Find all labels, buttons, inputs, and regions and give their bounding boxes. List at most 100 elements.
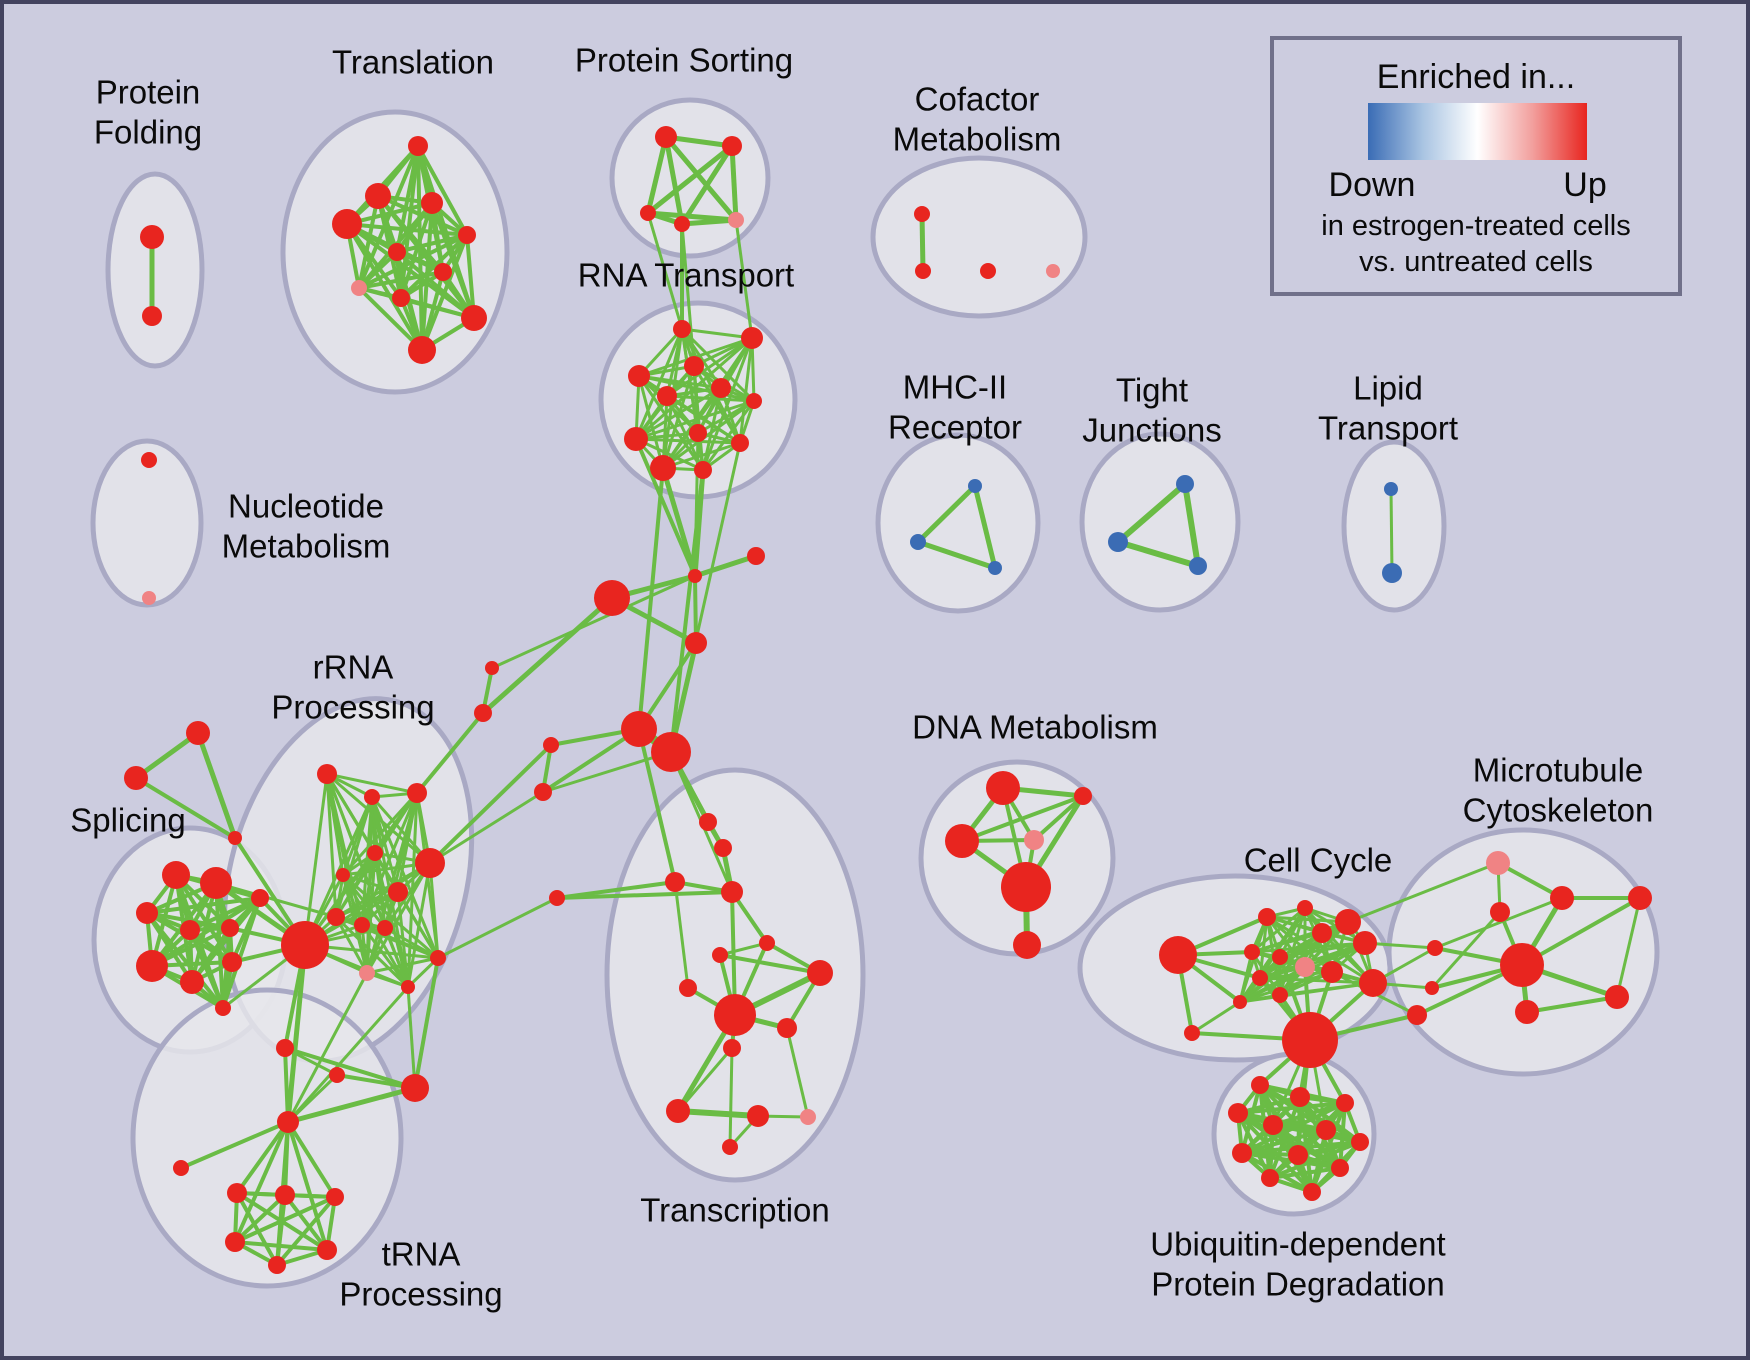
node-d2 [1074, 787, 1092, 805]
node-cm4 [1046, 264, 1060, 278]
edge-tn3-tn8 [235, 1192, 279, 1266]
node-x14 [800, 1109, 816, 1125]
edge-rt11-c5 [637, 467, 665, 730]
edge-rt9-c1 [634, 438, 697, 577]
edge-r4-r12 [365, 852, 377, 974]
node-d3 [945, 824, 979, 858]
node-tn1 [277, 1111, 299, 1133]
node-cc10 [1252, 970, 1268, 986]
node-tn3 [227, 1183, 247, 1203]
edge-r1-r3 [326, 772, 418, 795]
node-x12 [666, 1099, 690, 1123]
cluster-ellipse-cofactor-metabolism [870, 155, 1088, 319]
edge-tj1-tj2 [1116, 481, 1187, 545]
edge-t5-t10 [465, 234, 476, 319]
cluster-ellipse-protein-folding [105, 171, 205, 369]
node-d4 [1024, 830, 1044, 850]
edge-c1-c4 [693, 575, 698, 644]
edge-rt4-rt11 [637, 375, 665, 469]
node-t8 [351, 280, 367, 296]
legend-down-label: Down [1329, 166, 1416, 204]
edge-m2-m3 [917, 539, 996, 571]
edge-c3-cn2 [481, 596, 614, 715]
cluster-ellipse-tight-junctions [1079, 431, 1241, 613]
cluster-label-ubiquitin-degradation: Ubiquitin-dependent [1150, 1226, 1445, 1263]
node-cc15 [1184, 1025, 1200, 1041]
edge-ps1-ps5 [664, 135, 738, 222]
node-rt1 [673, 320, 691, 338]
edge-t3-t10 [430, 202, 476, 319]
edge-t7-t8 [358, 270, 444, 290]
edge-cc9-cc14 [1239, 965, 1306, 1004]
node-r8 [327, 908, 345, 926]
node-tj2 [1108, 532, 1128, 552]
node-t7 [434, 263, 452, 281]
edge-sp3-sp10 [145, 911, 225, 1010]
edge-r15-r17 [284, 1046, 416, 1090]
node-cc11 [1321, 961, 1343, 983]
edge-r6-r12 [365, 862, 432, 974]
node-x1 [699, 813, 717, 831]
cluster-label-microtubule-cytoskeleton: Microtubule [1473, 752, 1644, 789]
edge-t4-t11 [345, 222, 424, 352]
node-rt8 [689, 424, 707, 442]
edge-rt1-rt2 [681, 327, 753, 340]
node-u3 [1336, 1094, 1354, 1112]
node-sp5 [221, 919, 239, 937]
edge-ps1-ps3 [645, 136, 669, 214]
cluster-label-nucleotide-metabolism: Nucleotide [228, 488, 384, 525]
edge-r3-r5 [341, 791, 419, 877]
legend-caption-line2: vs. untreated cells [1359, 246, 1593, 278]
node-x7 [807, 960, 833, 986]
cluster-ellipse-nucleotide-metabolism [90, 438, 204, 608]
edge-cc15-cc14 [1191, 1000, 1241, 1035]
node-sp3 [136, 902, 158, 924]
node-cc12 [1359, 969, 1387, 997]
node-tn2 [173, 1160, 189, 1176]
node-t10 [461, 305, 487, 331]
edge-x5-x6 [719, 941, 768, 957]
cluster-ellipse-lipid-transport [1341, 439, 1447, 613]
edge-mt5-mt10 [1615, 897, 1642, 998]
edge-tn1-tn6 [233, 1121, 290, 1243]
edge-r6-r13 [428, 862, 440, 959]
node-cc4 [1335, 909, 1361, 935]
node-mt7 [1427, 940, 1443, 956]
edge-r7-r13 [396, 891, 440, 959]
legend-up-label: Up [1563, 166, 1606, 204]
edge-r10-r13 [384, 926, 439, 960]
node-cc7 [1244, 944, 1260, 960]
node-mt3 [1490, 902, 1510, 922]
node-cc9 [1295, 957, 1315, 977]
node-x9 [714, 994, 756, 1036]
legend-title: Enriched in... [1377, 58, 1575, 96]
legend-box [1270, 36, 1682, 296]
edge-d2-d3 [961, 794, 1084, 843]
node-x11 [723, 1039, 741, 1057]
edge-t8-t11 [357, 286, 424, 352]
edge-sp6-sp10 [221, 897, 262, 1009]
cluster-label-mhc-ii-receptor: MHC-II [903, 369, 1007, 406]
node-m2 [910, 534, 926, 550]
cluster-ellipse-mhc-ii-receptor [875, 432, 1041, 614]
node-mt8 [1425, 981, 1439, 995]
edge-tn4-tn6 [233, 1193, 287, 1244]
node-tn7 [317, 1240, 337, 1260]
node-r6 [415, 848, 445, 878]
node-t2 [365, 183, 391, 209]
node-t1 [408, 136, 428, 156]
node-cc14 [1233, 995, 1247, 1009]
edge-rt2-rt10 [738, 337, 754, 444]
edge-tj1-tj3 [1182, 483, 1201, 567]
legend: Enriched in... Down Up in estrogen-treat… [1270, 36, 1682, 296]
node-pf1 [140, 225, 164, 249]
edge-tn5-tn8 [275, 1195, 337, 1267]
edge-c9-x4 [556, 890, 733, 900]
node-r16 [329, 1067, 345, 1083]
edge-r17-r13 [413, 957, 440, 1089]
cluster-label-rna-transport: RNA Transport [578, 257, 794, 294]
edge-x12-x13 [677, 1108, 759, 1119]
